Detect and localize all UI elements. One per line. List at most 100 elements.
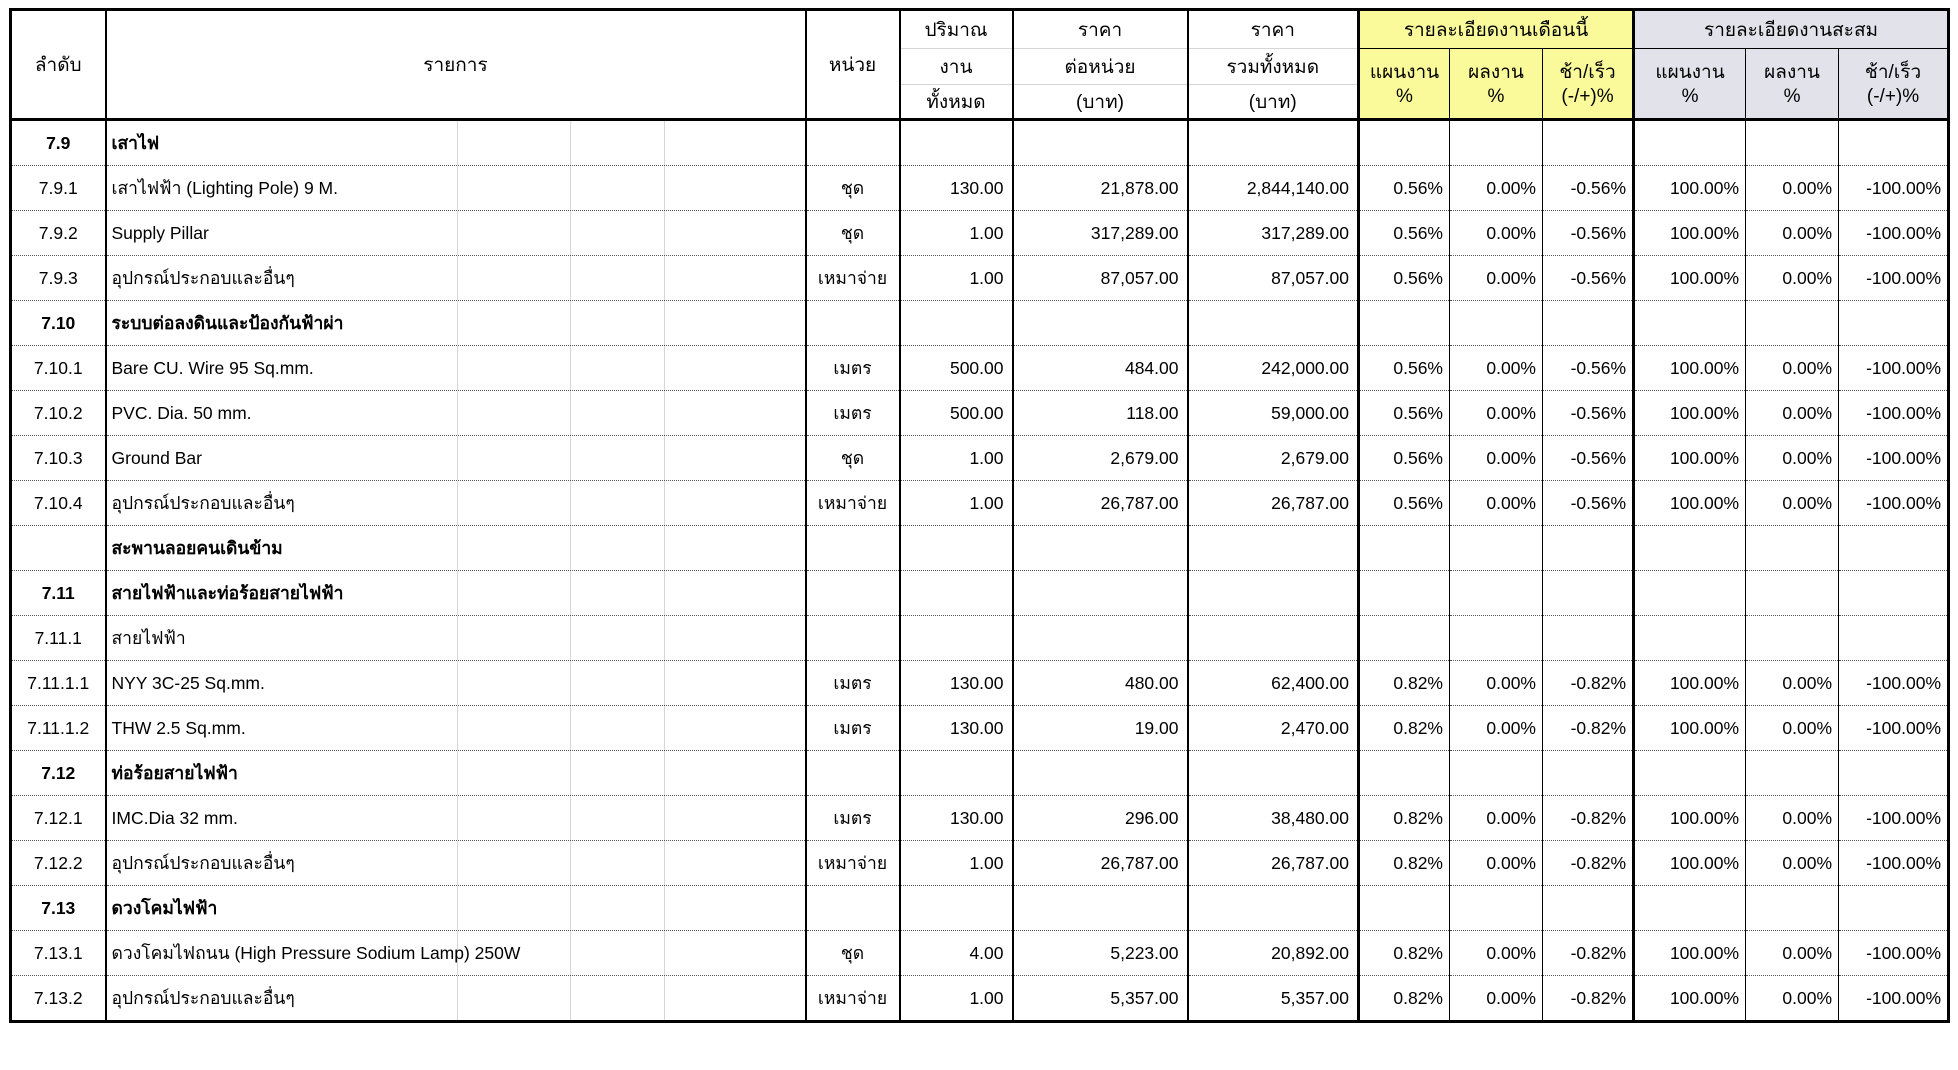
cell-cum-plan: 100.00% [1632,930,1746,976]
table-body: 7.9 เสาไฟ 7.9.1 เสาไฟฟ้า (Lighting Pole)… [10,119,1949,1022]
cell-item: Supply Pillar [104,210,806,256]
cell-cum-diff [1838,525,1949,571]
cell-item: ระบบต่อลงดินและป้องกันฟ้าผ่า [104,300,806,346]
cell-total-price: 62,400.00 [1186,660,1359,706]
cell-total-price: 317,289.00 [1186,210,1359,256]
cell-cum-diff: -100.00% [1838,840,1949,886]
header-unit-price-line2: ต่อหน่วย [1011,48,1188,85]
cell-unit-price [1011,570,1188,616]
header-month-diff: ช้า/เร็ว (-/+)% [1541,48,1634,120]
cell-item: สะพานลอยคนเดินข้าม [104,525,806,571]
cell-total-price: 2,470.00 [1186,705,1359,751]
cell-qty [898,570,1013,616]
cell-month-plan: 0.82% [1357,975,1450,1022]
header-month-plan: แผนงาน% [1357,48,1450,120]
cell-cum-actual: 0.00% [1745,390,1839,436]
cell-month-plan: 0.56% [1357,255,1450,301]
cell-qty: 130.00 [898,660,1013,706]
cell-unit: ชุด [804,210,900,256]
cell-month-plan [1357,885,1450,931]
cell-cum-actual: 0.00% [1745,435,1839,481]
cell-total-price [1186,570,1359,616]
cell-cum-diff: -100.00% [1838,705,1949,751]
cell-cum-actual [1745,750,1839,796]
cell-month-actual [1449,885,1543,931]
cell-qty: 4.00 [898,930,1013,976]
cell-no: 7.10.4 [10,480,106,526]
cell-qty: 500.00 [898,390,1013,436]
cell-item: อุปกรณ์ประกอบและอื่นๆ [104,840,806,886]
cell-qty: 130.00 [898,795,1013,841]
cell-qty [898,750,1013,796]
cell-month-diff [1541,300,1634,346]
cell-cum-diff: -100.00% [1838,165,1949,211]
cell-unit-price: 5,223.00 [1011,930,1188,976]
cell-cum-plan: 100.00% [1632,795,1746,841]
table-row: 7.13.1 ดวงโคมไฟถนน (High Pressure Sodium… [10,930,1949,976]
table-row: 7.12.2 อุปกรณ์ประกอบและอื่นๆ เหมาจ่าย 1.… [10,840,1949,886]
cell-unit-price [1011,750,1188,796]
cell-month-diff: -0.82% [1541,975,1634,1022]
cell-qty [898,885,1013,931]
cell-month-actual: 0.00% [1449,210,1543,256]
cell-month-plan: 0.82% [1357,840,1450,886]
cell-cum-actual [1745,885,1839,931]
header-cum-plan-pct: % [1681,85,1699,107]
cell-month-diff: -0.56% [1541,480,1634,526]
cell-cum-diff: -100.00% [1838,660,1949,706]
cell-item: NYY 3C-25 Sq.mm. [104,660,806,706]
header-month-plan-pct: % [1396,85,1413,107]
cell-month-plan [1357,119,1450,166]
header-total-price-line1: ราคา [1186,9,1359,49]
header-month-plan-label: แผนงาน [1369,61,1440,83]
cell-total-price: 26,787.00 [1186,840,1359,886]
cell-cum-diff [1838,750,1949,796]
cell-unit [804,615,900,661]
cell-item: อุปกรณ์ประกอบและอื่นๆ [104,480,806,526]
cell-item: ดวงโคมไฟฟ้า [104,885,806,931]
cell-total-price: 87,057.00 [1186,255,1359,301]
table-row: 7.9 เสาไฟ [10,119,1949,166]
cell-cum-actual: 0.00% [1745,795,1839,841]
cell-no: 7.12.2 [10,840,106,886]
cell-cum-actual: 0.00% [1745,210,1839,256]
cell-cum-plan: 100.00% [1632,345,1746,391]
cell-no: 7.11 [10,570,106,616]
cell-unit-price: 480.00 [1011,660,1188,706]
header-cum-actual-label: ผลงาน [1764,61,1820,83]
header-total-price-line2: รวมทั้งหมด [1186,48,1359,85]
cell-cum-plan [1632,885,1746,931]
cell-cum-actual: 0.00% [1745,480,1839,526]
cell-unit: เมตร [804,390,900,436]
cell-item: THW 2.5 Sq.mm. [104,705,806,751]
cell-unit-price: 26,787.00 [1011,480,1188,526]
table-header: ลำดับ รายการ หน่วย ปริมาณ ราคา ราคา รายล… [10,9,1949,120]
cell-cum-plan: 100.00% [1632,165,1746,211]
cell-cum-actual [1745,525,1839,571]
cell-cum-plan [1632,750,1746,796]
cell-cum-actual: 0.00% [1745,930,1839,976]
cell-cum-plan: 100.00% [1632,210,1746,256]
cell-item: PVC. Dia. 50 mm. [104,390,806,436]
cell-cum-plan [1632,615,1746,661]
cell-cum-actual: 0.00% [1745,660,1839,706]
cell-month-actual [1449,615,1543,661]
header-month-actual: ผลงาน% [1449,48,1543,120]
cell-cum-actual [1745,570,1839,616]
cell-cum-plan: 100.00% [1632,390,1746,436]
cell-unit: เมตร [804,345,900,391]
cell-unit-price: 2,679.00 [1011,435,1188,481]
cell-month-diff: -0.82% [1541,660,1634,706]
cell-cum-actual: 0.00% [1745,345,1839,391]
cell-unit: เมตร [804,705,900,751]
header-cum-diff-pct: (-/+)% [1866,85,1920,107]
cell-no: 7.9.2 [10,210,106,256]
header-total-price-line3: (บาท) [1186,84,1359,120]
table-row: 7.10.3 Ground Bar ชุด 1.00 2,679.00 2,67… [10,435,1949,481]
cell-unit-price: 317,289.00 [1011,210,1188,256]
header-unit-price-line1: ราคา [1011,9,1188,49]
table-row: 7.9.2 Supply Pillar ชุด 1.00 317,289.00 … [10,210,1949,256]
cell-month-plan: 0.56% [1357,480,1450,526]
cell-unit-price: 118.00 [1011,390,1188,436]
cell-no: 7.13 [10,885,106,931]
